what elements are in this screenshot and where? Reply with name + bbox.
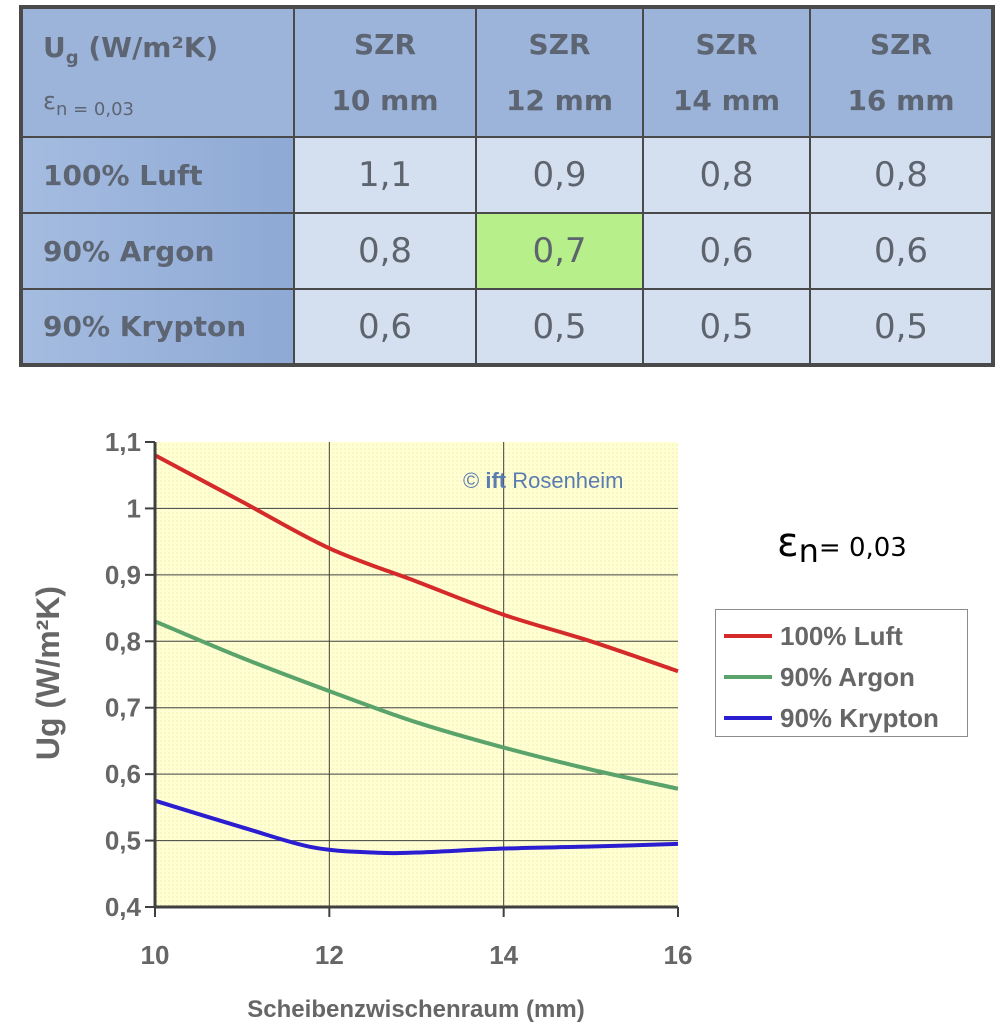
table-row: 100% Luft 1,1 0,9 0,8 0,8 [20,136,994,214]
y-tick-label: 0,8 [105,626,141,656]
table-cell-highlighted: 0,7 [475,212,644,290]
legend-item: 90% Krypton [724,698,939,738]
watermark-text: © ift Rosenheim [463,468,623,493]
x-tick-label: 12 [315,940,344,970]
table-cell: 0,6 [642,212,811,290]
table-row: 90% Krypton 0,6 0,5 0,5 0,5 [20,288,994,366]
chart-legend: 100% Luft 90% Argon 90% Krypton [715,609,968,737]
series-line [154,453,679,674]
column-header-10mm: SZR 10 mm [293,6,477,138]
y-tick-label: 0,7 [105,693,141,723]
legend-item: 100% Luft [724,616,903,656]
corner-emissivity: εn = 0,03 [43,86,134,120]
series-line [154,619,679,791]
axes [145,441,679,917]
y-tick-label: 0,5 [105,826,141,856]
x-axis-label: Scheibenzwischenraum (mm) [247,996,584,1023]
y-tick-label: 0,4 [105,892,142,922]
table-header-row: Ug (W/m²K) εn = 0,03 SZR 10 mm SZR 12 mm S… [20,6,994,138]
column-header-14mm: SZR 14 mm [642,6,811,138]
table-row: 90% Argon 0,8 0,7 0,6 0,6 [20,212,994,290]
x-tick-label: 16 [664,940,693,970]
legend-label: 90% Argon [780,661,915,692]
series-lines [154,453,679,856]
row-label: 90% Argon [20,212,295,290]
ug-table: Ug (W/m²K) εn = 0,03 SZR 10 mm SZR 12 mm S… [19,5,995,367]
ug-line-chart: 1,1 1 0,9 0,8 0,7 0,6 0,5 0,4 10 12 14 16 © ift Ros… [30,427,693,1023]
y-tick-label: 0,6 [105,759,141,789]
legend-item: 90% Argon [724,657,915,697]
table-cell: 0,8 [642,136,811,214]
plot-area [155,442,678,907]
row-label: 100% Luft [20,136,295,214]
table-cell: 1,1 [293,136,477,214]
column-header-12mm: SZR 12 mm [475,6,644,138]
table-cell: 0,5 [809,288,994,366]
table-cell: 0,8 [809,136,994,214]
table-cell: 0,5 [475,288,644,366]
corner-title: Ug (W/m²K) [43,31,219,69]
table-cell: 0,8 [293,212,477,290]
table-cell: 0,6 [293,288,477,366]
series-line [154,798,679,856]
table-cell: 0,5 [642,288,811,366]
row-label: 90% Krypton [20,288,295,366]
tick-labels: 1,1 1 0,9 0,8 0,7 0,6 0,5 0,4 10 12 14 16 [105,427,693,970]
table-corner-cell: Ug (W/m²K) εn = 0,03 [20,6,295,138]
legend-swatch-krypton [724,716,772,720]
legend-swatch-argon [724,675,772,679]
legend-label: 90% Krypton [780,702,939,733]
table-cell: 0,6 [809,212,994,290]
grid-lines [155,442,678,907]
legend-label: 100% Luft [780,620,903,651]
legend-swatch-luft [724,634,772,638]
y-tick-label: 0,9 [105,560,141,590]
column-header-16mm: SZR 16 mm [809,6,994,138]
table-cell: 0,9 [475,136,644,214]
x-tick-label: 10 [141,940,170,970]
x-tick-label: 14 [489,940,518,970]
y-tick-label: 1 [127,493,141,523]
y-axis-label: Ug (W/m²K) [30,586,66,760]
emissivity-annotation: εn= 0,03 [777,520,907,571]
y-tick-label: 1,1 [105,427,141,457]
